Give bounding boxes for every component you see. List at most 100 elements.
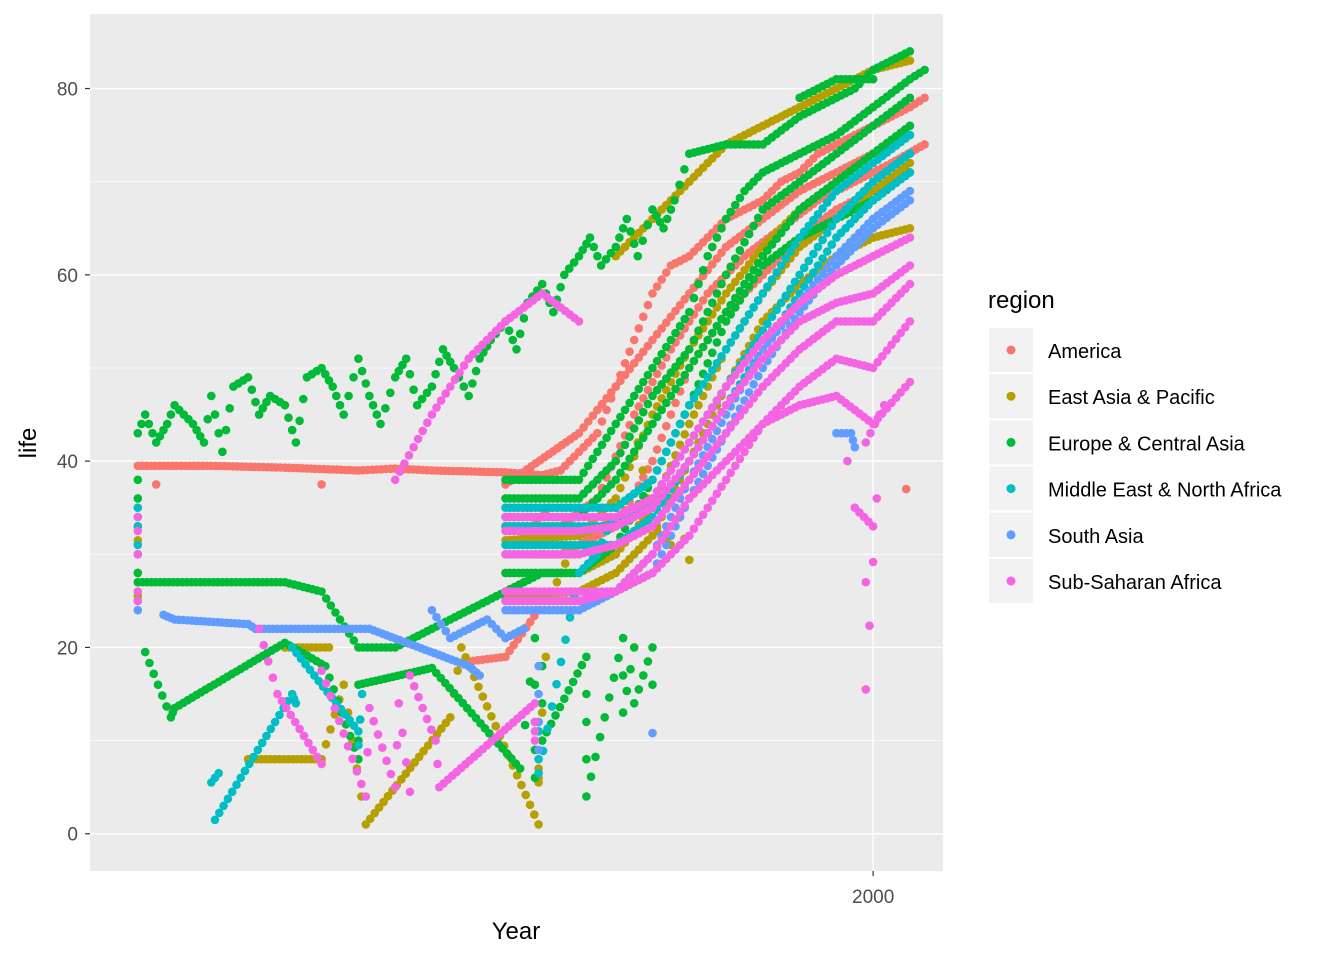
data-point: [579, 468, 588, 478]
data-point: [192, 425, 201, 435]
data-point: [671, 328, 680, 338]
data-point: [390, 782, 400, 792]
data-point: [422, 388, 432, 398]
data-point: [570, 540, 579, 550]
data-point: [703, 373, 712, 382]
data-point: [496, 321, 506, 331]
data-point: [643, 220, 652, 230]
data-point: [735, 364, 745, 374]
data-point: [386, 643, 395, 652]
data-point: [496, 653, 506, 662]
data-point: [818, 235, 827, 245]
data-point: [277, 696, 287, 706]
data-point: [299, 731, 309, 741]
data-point: [335, 400, 345, 410]
data-point: [657, 510, 666, 519]
data-point: [781, 254, 791, 263]
data-point: [330, 710, 340, 719]
data-point: [901, 322, 910, 332]
data-point: [133, 475, 143, 485]
data-point: [386, 769, 396, 779]
data-point: [616, 412, 625, 422]
data-point: [564, 264, 574, 273]
data-point: [215, 808, 224, 818]
data-point: [276, 641, 285, 650]
data-point: [597, 417, 607, 426]
data-point: [753, 258, 763, 268]
data-point: [666, 480, 676, 489]
data-point: [749, 275, 758, 284]
data-point: [703, 452, 712, 461]
data-point: [666, 438, 676, 447]
legend-label: East Asia & Pacific: [1048, 387, 1215, 409]
data-point: [685, 400, 694, 410]
data-point: [634, 685, 644, 694]
data-point: [133, 605, 143, 615]
data-point: [361, 379, 371, 388]
data-point: [670, 196, 679, 205]
data-point: [461, 653, 470, 662]
data-point: [137, 419, 146, 429]
data-point: [721, 345, 731, 354]
data-point: [790, 303, 800, 312]
data-point: [299, 394, 308, 404]
data-point: [901, 382, 910, 392]
data-point: [662, 318, 671, 327]
data-point: [588, 454, 598, 464]
legend-label: Europe & Central Asia: [1048, 433, 1246, 455]
data-point: [753, 213, 763, 223]
data-point: [680, 165, 689, 174]
data-point: [284, 413, 293, 423]
data-point: [534, 768, 543, 778]
data-point: [582, 652, 591, 662]
data-point: [455, 368, 464, 377]
data-point: [680, 430, 689, 439]
data-point: [262, 397, 271, 407]
data-point: [726, 395, 735, 404]
data-point: [657, 380, 666, 389]
data-point: [639, 473, 648, 482]
data-point: [464, 391, 474, 401]
data-point: [666, 498, 676, 508]
data-point: [790, 105, 800, 114]
data-point: [357, 779, 366, 789]
data-point: [790, 240, 800, 249]
data-point: [680, 350, 689, 360]
data-point: [657, 349, 666, 359]
data-point: [133, 550, 143, 559]
data-point: [827, 300, 837, 310]
data-point: [776, 298, 786, 308]
data-point: [556, 657, 566, 667]
data-point: [662, 385, 671, 395]
data-point: [530, 717, 540, 727]
data-point: [616, 376, 625, 386]
data-point: [321, 594, 331, 603]
data-point: [758, 251, 768, 261]
data-point: [721, 428, 731, 438]
data-point: [459, 608, 469, 617]
data-point: [790, 115, 800, 125]
data-point: [804, 221, 814, 231]
data-point: [133, 526, 143, 536]
data-point: [870, 419, 880, 429]
data-point: [321, 369, 330, 379]
data-point: [606, 588, 616, 597]
data-point: [335, 716, 344, 726]
data-point: [767, 275, 777, 284]
data-point: [721, 214, 731, 224]
data-point: [555, 702, 565, 712]
data-point: [694, 326, 703, 336]
data-point: [864, 106, 873, 115]
data-point: [717, 407, 726, 417]
data-point: [790, 151, 800, 161]
data-point: [662, 473, 671, 482]
data-point: [626, 664, 635, 674]
data-point: [629, 359, 639, 368]
data-point: [606, 248, 616, 258]
data-point: [620, 405, 630, 415]
data-point: [583, 461, 593, 471]
data-point: [354, 740, 363, 750]
data-point: [360, 624, 370, 634]
data-point: [324, 376, 334, 385]
data-point: [459, 382, 469, 391]
